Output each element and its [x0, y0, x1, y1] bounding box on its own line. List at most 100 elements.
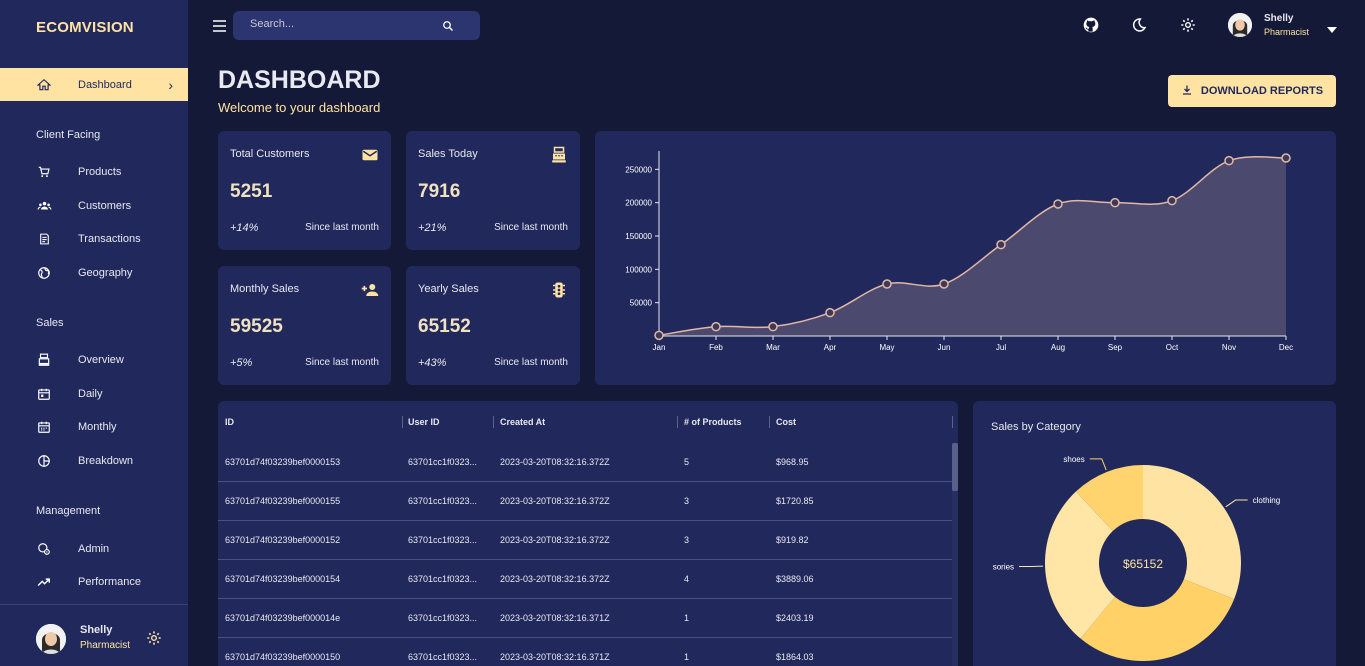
- user-name: Shelly: [80, 624, 113, 636]
- trending-up-icon: [36, 574, 52, 590]
- sidebar-item-admin[interactable]: Admin: [0, 532, 188, 565]
- data-point: [711, 321, 721, 332]
- stat-card-monthly-sales: Monthly Sales 59525 +5% Since last month: [218, 266, 391, 385]
- data-point: [1053, 199, 1063, 209]
- page-title: DASHBOARD: [218, 66, 381, 94]
- sidebar-item-performance[interactable]: Performance: [0, 565, 188, 598]
- sidebar-divider: [0, 604, 188, 605]
- cell-products: 4: [684, 574, 690, 584]
- table-row[interactable]: 63701d74f03239bef000014e 63701cc1f0323..…: [218, 599, 952, 638]
- stat-title: Total Customers: [230, 148, 310, 160]
- user-role: Pharmacist: [80, 640, 131, 651]
- stat-card-sales-today: Sales Today 7916 +21% Since last month: [406, 131, 580, 250]
- cell-id: 63701d74f03239bef0000155: [225, 496, 341, 506]
- section-title: Management: [36, 505, 101, 517]
- stat-value: 5251: [230, 181, 273, 202]
- sidebar-item-transactions[interactable]: Transactions: [0, 222, 188, 255]
- cell-id: 63701d74f03239bef0000150: [225, 652, 341, 662]
- cell-cost: $968.95: [776, 457, 809, 467]
- column-separator: [402, 416, 403, 428]
- sidebar-item-products[interactable]: Products: [0, 155, 188, 188]
- sales-by-category-card: Sales by Category clothing sories shoes $65…: [973, 401, 1336, 666]
- data-point: [825, 307, 835, 318]
- column-header-products[interactable]: # of Products: [684, 417, 742, 427]
- cell-user-id: 63701cc1f0323...: [408, 613, 478, 623]
- cell-user-id: 63701cc1f0323...: [408, 457, 478, 467]
- sidebar-item-daily[interactable]: Daily: [0, 377, 188, 410]
- x-tick-label: Oct: [1166, 343, 1179, 352]
- x-tick-label: Feb: [709, 343, 723, 352]
- calendar-day-icon: [36, 386, 52, 402]
- chevron-right-icon: ›: [168, 76, 173, 93]
- cell-cost: $919.82: [776, 535, 809, 545]
- stat-increase: +14%: [230, 222, 259, 234]
- scrollbar-thumb[interactable]: [952, 443, 958, 491]
- x-tick-label: Jun: [938, 343, 951, 352]
- cell-created-at: 2023-03-20T08:32:16.372Z: [500, 535, 610, 545]
- column-header-user-id[interactable]: User ID: [408, 417, 440, 427]
- pie-slice: [1045, 491, 1115, 639]
- section-title: Client Facing: [36, 129, 101, 141]
- sidebar-item-label: Breakdown: [78, 454, 134, 467]
- chevron-down-icon: [1327, 20, 1337, 38]
- column-header-created-at[interactable]: Created At: [500, 417, 546, 427]
- sidebar-item-customers[interactable]: Customers: [0, 189, 188, 222]
- menu-icon[interactable]: [213, 19, 226, 37]
- x-tick-label: Sep: [1108, 343, 1123, 352]
- stat-since: Since last month: [305, 357, 379, 368]
- user-name: Shelly: [1264, 13, 1294, 24]
- column-separator: [677, 416, 678, 428]
- cart-icon: [36, 164, 52, 180]
- donut-center-label: $65152: [1123, 557, 1163, 571]
- sidebar-item-label: Transactions: [78, 232, 141, 245]
- search-icon[interactable]: [442, 19, 454, 37]
- table-row[interactable]: 63701d74f03239bef0000153 63701cc1f0323..…: [218, 443, 952, 482]
- person-add-icon: [361, 281, 379, 299]
- settings-icon[interactable]: [1180, 17, 1196, 38]
- pie-chart-icon: [36, 453, 52, 469]
- cell-user-id: 63701cc1f0323...: [408, 535, 478, 545]
- column-header-cost[interactable]: Cost: [776, 417, 796, 427]
- sidebar-item-label: Overview: [78, 353, 124, 366]
- sidebar-item-label: Performance: [78, 575, 141, 588]
- table-scrollbar[interactable]: [952, 443, 958, 666]
- table-row[interactable]: 63701d74f03239bef0000152 63701cc1f0323..…: [218, 521, 952, 560]
- sidebar-item-overview[interactable]: Overview: [0, 343, 188, 376]
- slice-label-line: [1225, 499, 1248, 508]
- x-tick-label: Nov: [1222, 343, 1236, 352]
- topbar-user-menu[interactable]: Shelly Pharmacist: [1226, 12, 1346, 40]
- search-input[interactable]: [250, 18, 440, 30]
- data-point: [1281, 153, 1291, 163]
- download-reports-button[interactable]: DOWNLOAD REPORTS: [1168, 75, 1336, 107]
- sidebar-user[interactable]: Shelly Pharmacist: [0, 605, 188, 666]
- sidebar-item-geography[interactable]: Geography: [0, 256, 188, 289]
- cell-created-at: 2023-03-20T08:32:16.372Z: [500, 496, 610, 506]
- gear-icon[interactable]: [146, 630, 162, 651]
- table-row[interactable]: 63701d74f03239bef0000154 63701cc1f0323..…: [218, 560, 952, 599]
- column-separator: [769, 416, 770, 428]
- stat-increase: +5%: [230, 357, 253, 369]
- github-icon[interactable]: [1083, 17, 1099, 38]
- y-tick-label: 150000: [625, 232, 652, 241]
- slice-label: clothing: [1253, 496, 1281, 505]
- sidebar-item-breakdown[interactable]: Breakdown: [0, 444, 188, 477]
- y-tick-label: 100000: [625, 265, 652, 274]
- cell-products: 3: [684, 496, 690, 506]
- table-row[interactable]: 63701d74f03239bef0000155 63701cc1f0323..…: [218, 482, 952, 521]
- cell-user-id: 63701cc1f0323...: [408, 574, 478, 584]
- stat-since: Since last month: [494, 222, 568, 233]
- data-point: [1224, 155, 1234, 166]
- sidebar-item-dashboard[interactable]: Dashboard ›: [0, 68, 188, 101]
- cell-id: 63701d74f03239bef0000153: [225, 457, 341, 467]
- traffic-icon: [550, 281, 568, 299]
- table-row[interactable]: 63701d74f03239bef0000150 63701cc1f0323..…: [218, 638, 952, 666]
- point-of-sale-icon: [36, 352, 52, 368]
- receipt-icon: [36, 231, 52, 247]
- data-point: [1110, 197, 1120, 208]
- brand-logo[interactable]: ECOMVISION: [36, 19, 134, 36]
- column-header-id[interactable]: ID: [225, 417, 234, 427]
- stat-title: Monthly Sales: [230, 283, 300, 295]
- sidebar-item-monthly[interactable]: Monthly: [0, 410, 188, 443]
- cell-products: 1: [684, 652, 690, 662]
- dark-mode-icon[interactable]: [1131, 17, 1147, 38]
